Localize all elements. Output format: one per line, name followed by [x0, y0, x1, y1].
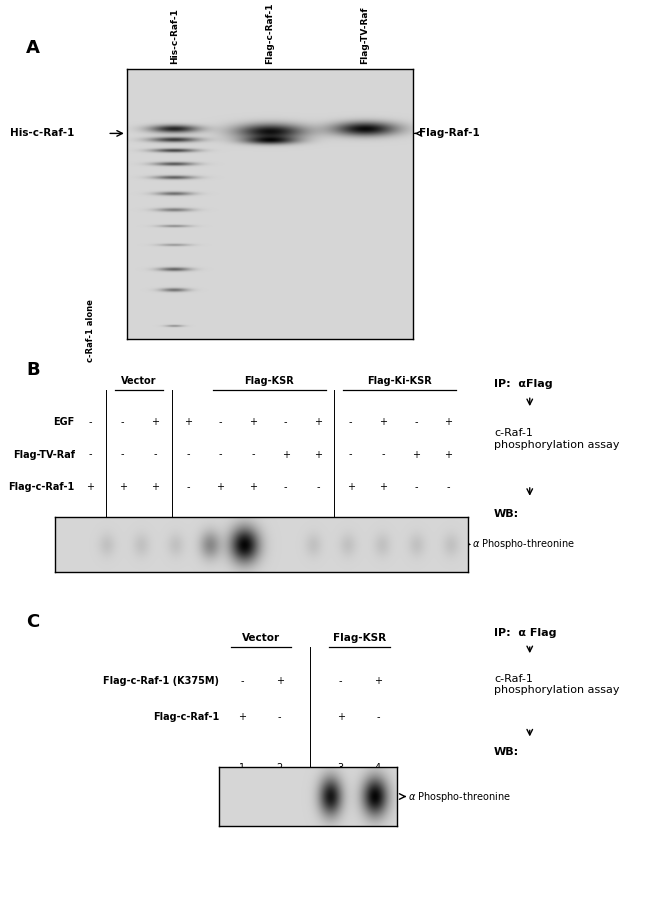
Text: WB:: WB: — [494, 748, 519, 757]
Text: -: - — [218, 449, 222, 459]
Text: His-c-Raf-1: His-c-Raf-1 — [10, 128, 74, 138]
Text: c-Raf-1 alone: c-Raf-1 alone — [86, 299, 95, 362]
Text: -: - — [88, 449, 92, 459]
Text: B: B — [26, 361, 40, 380]
Text: +: + — [184, 417, 192, 427]
Text: -: - — [252, 449, 255, 459]
Text: 12: 12 — [442, 522, 454, 532]
Text: -: - — [339, 676, 343, 686]
Text: -: - — [186, 482, 190, 491]
Text: 2: 2 — [120, 522, 126, 532]
Text: +: + — [281, 449, 289, 459]
Text: 5: 5 — [217, 522, 224, 532]
Text: -: - — [88, 417, 92, 427]
Text: -: - — [414, 482, 417, 491]
Text: Flag-TV-Raf: Flag-TV-Raf — [13, 449, 75, 459]
Text: +: + — [239, 713, 246, 722]
Text: +: + — [151, 482, 159, 491]
Text: +: + — [379, 417, 387, 427]
Text: Vector: Vector — [122, 376, 157, 386]
Text: Vector: Vector — [242, 633, 280, 643]
Text: 8: 8 — [315, 522, 321, 532]
Text: 11: 11 — [410, 522, 422, 532]
Text: +: + — [151, 417, 159, 427]
Text: -: - — [447, 482, 450, 491]
Text: Flag-c-Raf-1: Flag-c-Raf-1 — [153, 713, 219, 722]
Text: IP:  αFlag: IP: αFlag — [494, 380, 552, 389]
Text: 7: 7 — [282, 522, 289, 532]
Text: WB:: WB: — [494, 510, 519, 519]
Text: -: - — [376, 713, 380, 722]
Text: +: + — [374, 676, 382, 686]
Text: -: - — [317, 482, 320, 491]
Text: 2: 2 — [277, 763, 283, 772]
Text: -: - — [349, 449, 352, 459]
Text: +: + — [445, 417, 452, 427]
Text: EGF: EGF — [53, 417, 75, 427]
Text: -: - — [186, 449, 190, 459]
Text: c-Raf-1
phosphorylation assay: c-Raf-1 phosphorylation assay — [494, 673, 619, 695]
Text: 1: 1 — [239, 763, 246, 772]
Text: His-c-Raf-1: His-c-Raf-1 — [170, 8, 179, 64]
Text: -: - — [121, 417, 125, 427]
Text: c-Raf-1
phosphorylation assay: c-Raf-1 phosphorylation assay — [494, 428, 619, 450]
Text: $\alpha$ Phospho-threonine: $\alpha$ Phospho-threonine — [408, 790, 511, 803]
Text: +: + — [445, 449, 452, 459]
Text: +: + — [346, 482, 355, 491]
Text: 4: 4 — [375, 763, 381, 772]
Text: -: - — [121, 449, 125, 459]
Text: 10: 10 — [377, 522, 389, 532]
Text: -: - — [382, 449, 385, 459]
Text: +: + — [249, 417, 257, 427]
Text: Flag-c-Raf-1: Flag-c-Raf-1 — [8, 482, 75, 491]
Text: +: + — [337, 713, 344, 722]
Text: C: C — [26, 613, 39, 631]
Text: 6: 6 — [250, 522, 256, 532]
Text: IP:  α Flag: IP: α Flag — [494, 629, 556, 638]
Text: Flag-KSR: Flag-KSR — [333, 633, 386, 643]
Text: 3: 3 — [152, 522, 159, 532]
Text: 4: 4 — [185, 522, 191, 532]
Text: +: + — [314, 449, 322, 459]
Text: -: - — [284, 482, 287, 491]
Text: -: - — [240, 676, 244, 686]
Text: -: - — [414, 417, 417, 427]
Text: +: + — [216, 482, 224, 491]
Text: -: - — [349, 417, 352, 427]
Text: Flag-Ki-KSR: Flag-Ki-KSR — [367, 376, 432, 386]
Text: -: - — [278, 713, 281, 722]
Text: Flag-Raf-1: Flag-Raf-1 — [419, 128, 480, 138]
Text: 3: 3 — [337, 763, 344, 772]
Text: Flag-KSR: Flag-KSR — [244, 376, 294, 386]
Text: +: + — [314, 417, 322, 427]
Text: Flag-TV-Raf: Flag-TV-Raf — [361, 6, 369, 64]
Text: -: - — [153, 449, 157, 459]
Text: Flag-c-Raf-1: Flag-c-Raf-1 — [265, 3, 274, 64]
Text: 1: 1 — [87, 522, 93, 532]
Text: A: A — [26, 39, 40, 58]
Text: Flag-c-Raf-1 (K375M): Flag-c-Raf-1 (K375M) — [103, 676, 219, 686]
Text: $\alpha$ Phospho-threonine: $\alpha$ Phospho-threonine — [472, 537, 575, 552]
Text: -: - — [218, 417, 222, 427]
Text: 9: 9 — [348, 522, 354, 532]
Text: +: + — [119, 482, 127, 491]
Text: +: + — [86, 482, 94, 491]
Text: +: + — [379, 482, 387, 491]
Text: -: - — [284, 417, 287, 427]
Text: +: + — [412, 449, 420, 459]
Text: +: + — [276, 676, 284, 686]
Text: +: + — [249, 482, 257, 491]
